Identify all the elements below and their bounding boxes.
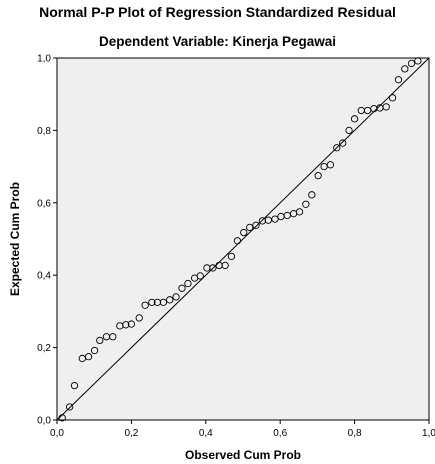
data-point — [308, 191, 316, 199]
data-point — [84, 352, 93, 361]
data-point — [314, 171, 322, 180]
y-axis-label: Expected Cum Prob — [8, 182, 22, 296]
reference-line — [56, 57, 430, 421]
x-tick-label: 0,4 — [199, 428, 213, 439]
data-point — [166, 296, 174, 304]
data-points — [58, 57, 422, 422]
data-point — [388, 94, 397, 102]
x-tick-label: 1,0 — [422, 428, 435, 439]
data-point — [333, 144, 341, 152]
x-tick-label: 0,6 — [273, 428, 287, 439]
data-point — [326, 161, 335, 169]
data-point — [58, 414, 66, 422]
data-point — [65, 403, 74, 411]
data-point — [96, 336, 104, 345]
data-point — [233, 237, 242, 245]
y-axis-ticks: 0,0 0,2 0,4 0,6 0,8 1,0 — [37, 54, 57, 427]
data-point — [414, 57, 422, 65]
y-tick-label: 0,4 — [37, 271, 51, 282]
chart-title: Normal P-P Plot of Regression Standardiz… — [39, 4, 396, 20]
data-point — [227, 252, 236, 261]
y-tick-label: 0,2 — [37, 343, 51, 354]
data-point — [90, 346, 99, 355]
x-tick-label: 0,8 — [348, 428, 362, 439]
data-point — [109, 333, 117, 341]
y-tick-label: 0,6 — [37, 198, 51, 209]
data-point — [264, 216, 272, 224]
data-point — [394, 76, 403, 84]
chart-subtitle: Dependent Variable: Kinerja Pegawai — [98, 34, 337, 49]
x-tick-label: 0,2 — [124, 428, 138, 439]
data-point — [209, 264, 217, 272]
data-point — [172, 293, 180, 301]
data-point — [122, 321, 130, 329]
data-point — [382, 103, 390, 111]
x-axis-label: Observed Cum Prob — [185, 448, 301, 462]
x-axis-ticks: 0,0 0,2 0,4 0,6 0,8 1,0 — [50, 420, 435, 439]
data-point — [246, 223, 254, 232]
data-point — [271, 215, 279, 223]
x-tick-label: 0,0 — [50, 428, 64, 439]
data-point — [148, 298, 156, 306]
data-point — [240, 228, 248, 237]
data-point — [127, 320, 136, 328]
y-tick-label: 0,0 — [37, 416, 51, 427]
data-point — [184, 279, 192, 288]
data-point — [70, 381, 79, 390]
data-point — [196, 272, 204, 280]
data-point — [345, 126, 353, 135]
data-point — [339, 139, 347, 147]
data-point — [159, 298, 168, 306]
data-point — [221, 261, 229, 270]
data-point — [401, 65, 409, 73]
data-point — [135, 314, 143, 322]
data-point — [178, 284, 186, 292]
data-point — [302, 200, 310, 208]
data-point — [295, 208, 304, 216]
data-point — [141, 301, 149, 309]
y-tick-label: 1,0 — [37, 54, 51, 65]
y-tick-label: 0,8 — [37, 126, 51, 137]
data-point — [407, 59, 416, 68]
data-point — [350, 115, 359, 123]
data-point — [252, 221, 260, 229]
